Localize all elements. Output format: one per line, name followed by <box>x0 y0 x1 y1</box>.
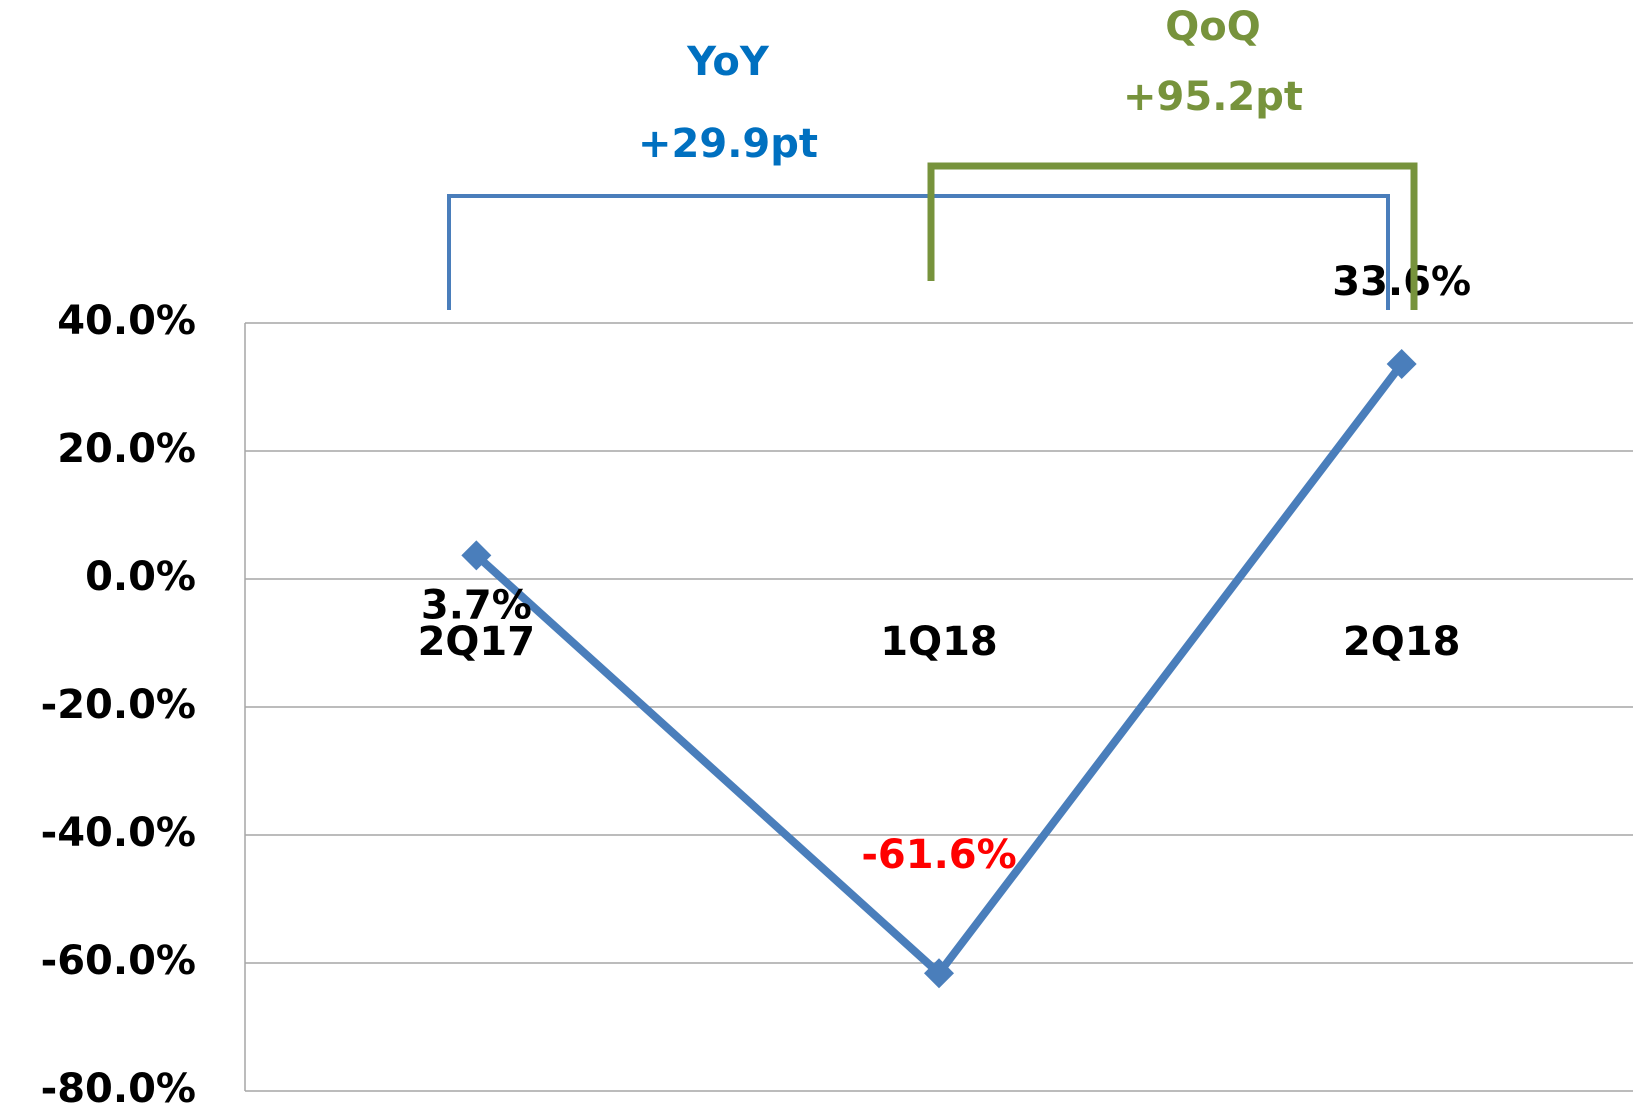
annotation-value: +29.9pt <box>638 121 818 167</box>
x-tick-label: 1Q18 <box>880 619 998 665</box>
annotation-title: YoY <box>686 39 770 85</box>
marker <box>1386 348 1417 379</box>
x-tick-label: 2Q18 <box>1343 619 1461 665</box>
y-tick-label: -20.0% <box>41 682 196 728</box>
annotation-value: +95.2pt <box>1123 74 1303 120</box>
data-label: 3.7% <box>421 582 532 628</box>
data-label: 33.6% <box>1332 259 1471 305</box>
y-tick-label: -40.0% <box>41 810 196 856</box>
y-tick-label: 20.0% <box>57 426 196 472</box>
annotation-title: QoQ <box>1165 4 1261 50</box>
bracket <box>927 162 1418 310</box>
line <box>473 361 1405 978</box>
y-tick-label: 40.0% <box>57 298 196 344</box>
x-tick-label: 2Q17 <box>418 619 536 665</box>
marker <box>924 958 954 989</box>
marker <box>461 540 492 571</box>
y-tick-label: 0.0% <box>85 554 196 600</box>
y-tick-label: -80.0% <box>41 1066 196 1112</box>
y-tick-label: -60.0% <box>41 938 196 984</box>
bracket <box>447 194 1390 310</box>
data-label: -61.6% <box>861 832 1016 878</box>
